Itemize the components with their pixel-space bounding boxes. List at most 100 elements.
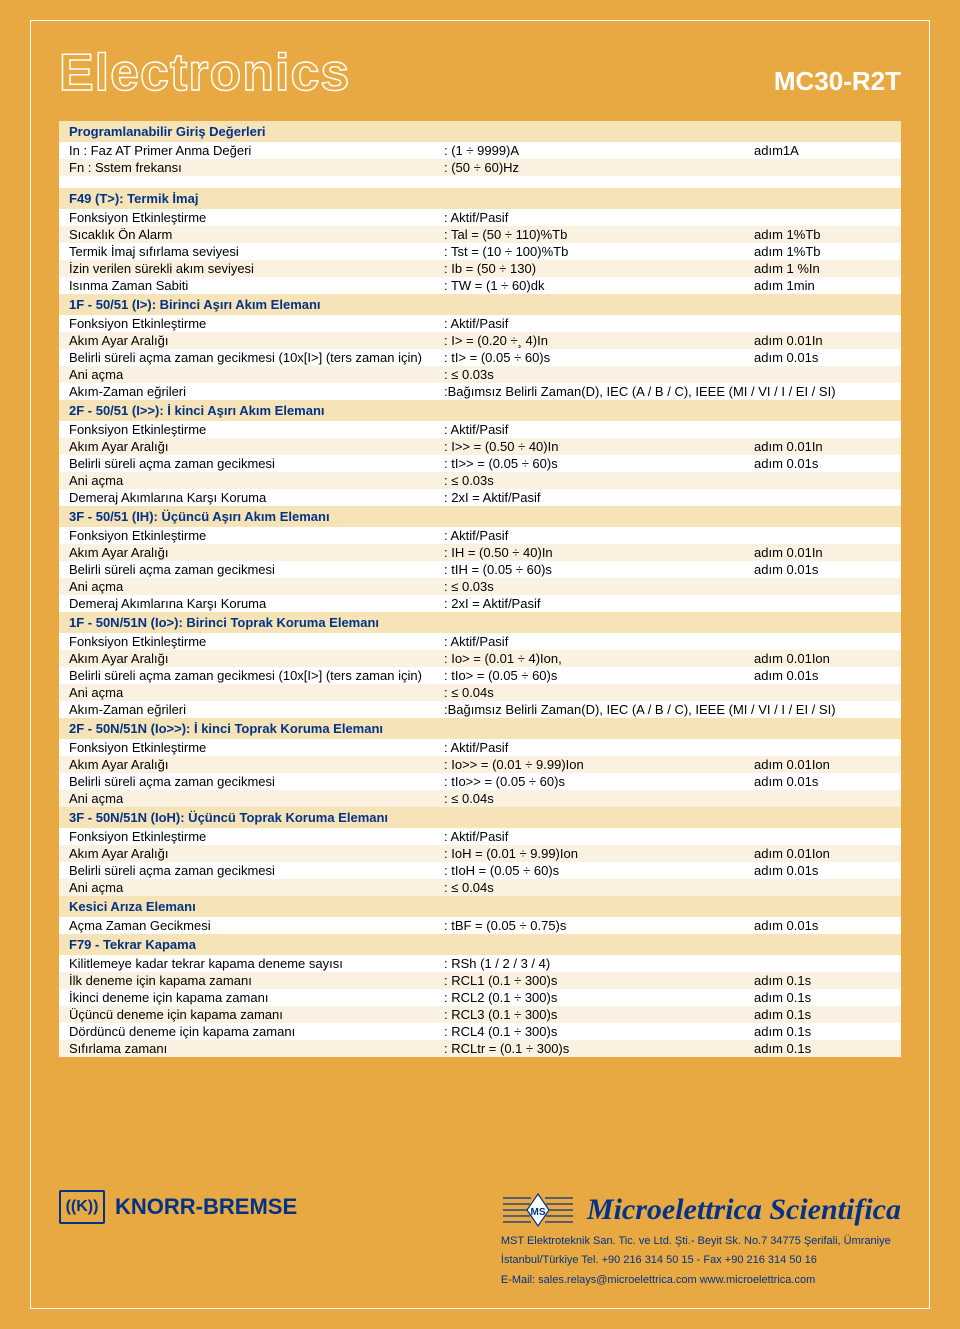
spec-row: Sıcaklık Ön Alarm: Tal = (50 ÷ 110)%Tbad… xyxy=(59,226,901,243)
spec-step: adım 1%Tb xyxy=(754,244,891,259)
spec-row: Fonksiyon Etkinleştirme: Aktif/Pasif xyxy=(59,209,901,226)
spec-label: Akım Ayar Aralığı xyxy=(69,545,444,560)
spec-value: :Bağımsız Belirli Zaman(D), IEC (A / B /… xyxy=(444,384,891,399)
spec-row: Fonksiyon Etkinleştirme: Aktif/Pasif xyxy=(59,315,901,332)
spec-value: : RCL1 (0.1 ÷ 300)s xyxy=(444,973,754,988)
spec-label: Kilitlemeye kadar tekrar kapama deneme s… xyxy=(69,956,444,971)
spec-label: Fonksiyon Etkinleştirme xyxy=(69,210,444,225)
spec-label: Sıfırlama zamanı xyxy=(69,1041,444,1056)
section-head: 2F - 50N/51N (Io>>): İ kinci Toprak Koru… xyxy=(59,718,901,739)
spec-value: : 2xI = Aktif/Pasif xyxy=(444,596,754,611)
spec-row: Üçüncü deneme için kapama zamanı: RCL3 (… xyxy=(59,1006,901,1023)
spec-row: In : Faz AT Primer Anma Değeri: (1 ÷ 999… xyxy=(59,142,901,159)
spec-value: : Ib = (50 ÷ 130) xyxy=(444,261,754,276)
spec-row: İlk deneme için kapama zamanı: RCL1 (0.1… xyxy=(59,972,901,989)
section-head: 3F - 50N/51N (IoH): Üçüncü Toprak Koruma… xyxy=(59,807,901,828)
spec-row: Akım Ayar Aralığı: I> = (0.20 ÷¸ 4)Inadı… xyxy=(59,332,901,349)
footer: ((K)) KNORR-BREMSE MS Microelettrica Sci… xyxy=(59,1190,901,1290)
spec-value: : 2xI = Aktif/Pasif xyxy=(444,490,754,505)
spec-label: Açma Zaman Gecikmesi xyxy=(69,918,444,933)
spec-row: Ani açma: ≤ 0.04s xyxy=(59,684,901,701)
spec-step: adım 0.01s xyxy=(754,456,891,471)
spec-value: : TW = (1 ÷ 60)dk xyxy=(444,278,754,293)
ms-script-text: Microelettrica Scientifica xyxy=(587,1193,901,1227)
spec-step: adım 0.01s xyxy=(754,863,891,878)
spec-row: Akım Ayar Aralığı: Io>> = (0.01 ÷ 9.99)I… xyxy=(59,756,901,773)
spec-value: : Aktif/Pasif xyxy=(444,528,754,543)
spec-row: Belirli süreli açma zaman gecikmesi (10x… xyxy=(59,667,901,684)
spec-step: adım 0.01In xyxy=(754,333,891,348)
spec-step xyxy=(754,528,891,543)
spec-step xyxy=(754,422,891,437)
spec-table: Programlanabilir Giriş DeğerleriIn : Faz… xyxy=(59,121,901,1057)
spec-step: adım 0.1s xyxy=(754,1024,891,1039)
section-head: F79 - Tekrar Kapama xyxy=(59,934,901,955)
spec-label: Üçüncü deneme için kapama zamanı xyxy=(69,1007,444,1022)
section-head: 1F - 50/51 (I>): Birinci Aşırı Akım Elem… xyxy=(59,294,901,315)
spec-label: Fn : Sstem frekansı xyxy=(69,160,444,175)
addr3: E-Mail: sales.relays@microelettrica.com … xyxy=(501,1273,901,1288)
spec-step: adım 0.01s xyxy=(754,562,891,577)
spec-row: Akım Ayar Aralığı: IH = (0.50 ÷ 40)Inadı… xyxy=(59,544,901,561)
spec-value: : ≤ 0.04s xyxy=(444,685,754,700)
spec-value: : Io> = (0.01 ÷ 4)Ion, xyxy=(444,651,754,666)
spec-label: Fonksiyon Etkinleştirme xyxy=(69,528,444,543)
spec-value: : RCL4 (0.1 ÷ 300)s xyxy=(444,1024,754,1039)
spec-step xyxy=(754,596,891,611)
spec-value: : tI>> = (0.05 ÷ 60)s xyxy=(444,456,754,471)
spec-label: Akım-Zaman eğrileri xyxy=(69,384,444,399)
model-label: MC30-R2T xyxy=(774,66,901,97)
spec-value: : Io>> = (0.01 ÷ 9.99)Ion xyxy=(444,757,754,772)
spec-label: Fonksiyon Etkinleştirme xyxy=(69,316,444,331)
spec-row: Dördüncü deneme için kapama zamanı: RCL4… xyxy=(59,1023,901,1040)
spec-label: Akım Ayar Aralığı xyxy=(69,333,444,348)
spec-value: : Aktif/Pasif xyxy=(444,740,754,755)
spec-step: adım 0.01s xyxy=(754,774,891,789)
spec-row: Ani açma: ≤ 0.04s xyxy=(59,790,901,807)
spec-label: Dördüncü deneme için kapama zamanı xyxy=(69,1024,444,1039)
spec-row: Isınma Zaman Sabiti: TW = (1 ÷ 60)dkadım… xyxy=(59,277,901,294)
spec-value: : RCL2 (0.1 ÷ 300)s xyxy=(444,990,754,1005)
spec-value: : I> = (0.20 ÷¸ 4)In xyxy=(444,333,754,348)
spec-step xyxy=(754,880,891,895)
spec-step: adım 0.01In xyxy=(754,545,891,560)
spec-label: Belirli süreli açma zaman gecikmesi xyxy=(69,456,444,471)
spec-value: : Tal = (50 ÷ 110)%Tb xyxy=(444,227,754,242)
addr1: MST Elektroteknik San. Tic. ve Ltd. Şti.… xyxy=(501,1234,901,1249)
spec-label: Belirli süreli açma zaman gecikmesi xyxy=(69,562,444,577)
spec-step xyxy=(754,579,891,594)
spec-row: Belirli süreli açma zaman gecikmesi: tI>… xyxy=(59,455,901,472)
spec-label: Belirli süreli açma zaman gecikmesi (10x… xyxy=(69,350,444,365)
spec-value: : Aktif/Pasif xyxy=(444,210,754,225)
spec-label: Akım Ayar Aralığı xyxy=(69,846,444,861)
spec-value: : tIo>> = (0.05 ÷ 60)s xyxy=(444,774,754,789)
spec-value: : RCL3 (0.1 ÷ 300)s xyxy=(444,1007,754,1022)
spec-label: Ani açma xyxy=(69,367,444,382)
spec-label: Belirli süreli açma zaman gecikmesi (10x… xyxy=(69,668,444,683)
spec-step: adım 0.01s xyxy=(754,668,891,683)
spec-row: Ani açma: ≤ 0.04s xyxy=(59,879,901,896)
spec-step xyxy=(754,473,891,488)
spec-label: İzin verilen sürekli akım seviyesi xyxy=(69,261,444,276)
spec-label: Ani açma xyxy=(69,685,444,700)
spec-row: İzin verilen sürekli akım seviyesi: Ib =… xyxy=(59,260,901,277)
spec-value: : IoH = (0.01 ÷ 9.99)Ion xyxy=(444,846,754,861)
spec-step xyxy=(754,956,891,971)
ms-wing-icon: MS xyxy=(501,1190,575,1230)
spec-row: Belirli süreli açma zaman gecikmesi: tIo… xyxy=(59,862,901,879)
spec-value: : I>> = (0.50 ÷ 40)In xyxy=(444,439,754,454)
spec-value: : tIoH = (0.05 ÷ 60)s xyxy=(444,863,754,878)
svg-text:MS: MS xyxy=(530,1207,545,1218)
spec-step: adım 0.1s xyxy=(754,1041,891,1056)
spec-step: adım1A xyxy=(754,143,891,158)
spec-label: Akım Ayar Aralığı xyxy=(69,651,444,666)
spec-label: Fonksiyon Etkinleştirme xyxy=(69,422,444,437)
knorr-bremse-logo: ((K)) KNORR-BREMSE xyxy=(59,1190,297,1224)
spec-row: Kilitlemeye kadar tekrar kapama deneme s… xyxy=(59,955,901,972)
spec-row: Ani açma: ≤ 0.03s xyxy=(59,472,901,489)
spec-step: adım 0.1s xyxy=(754,990,891,1005)
spec-value: : ≤ 0.04s xyxy=(444,791,754,806)
spec-label: İkinci deneme için kapama zamanı xyxy=(69,990,444,1005)
spec-value: : Aktif/Pasif xyxy=(444,316,754,331)
spec-row: Fonksiyon Etkinleştirme: Aktif/Pasif xyxy=(59,633,901,650)
